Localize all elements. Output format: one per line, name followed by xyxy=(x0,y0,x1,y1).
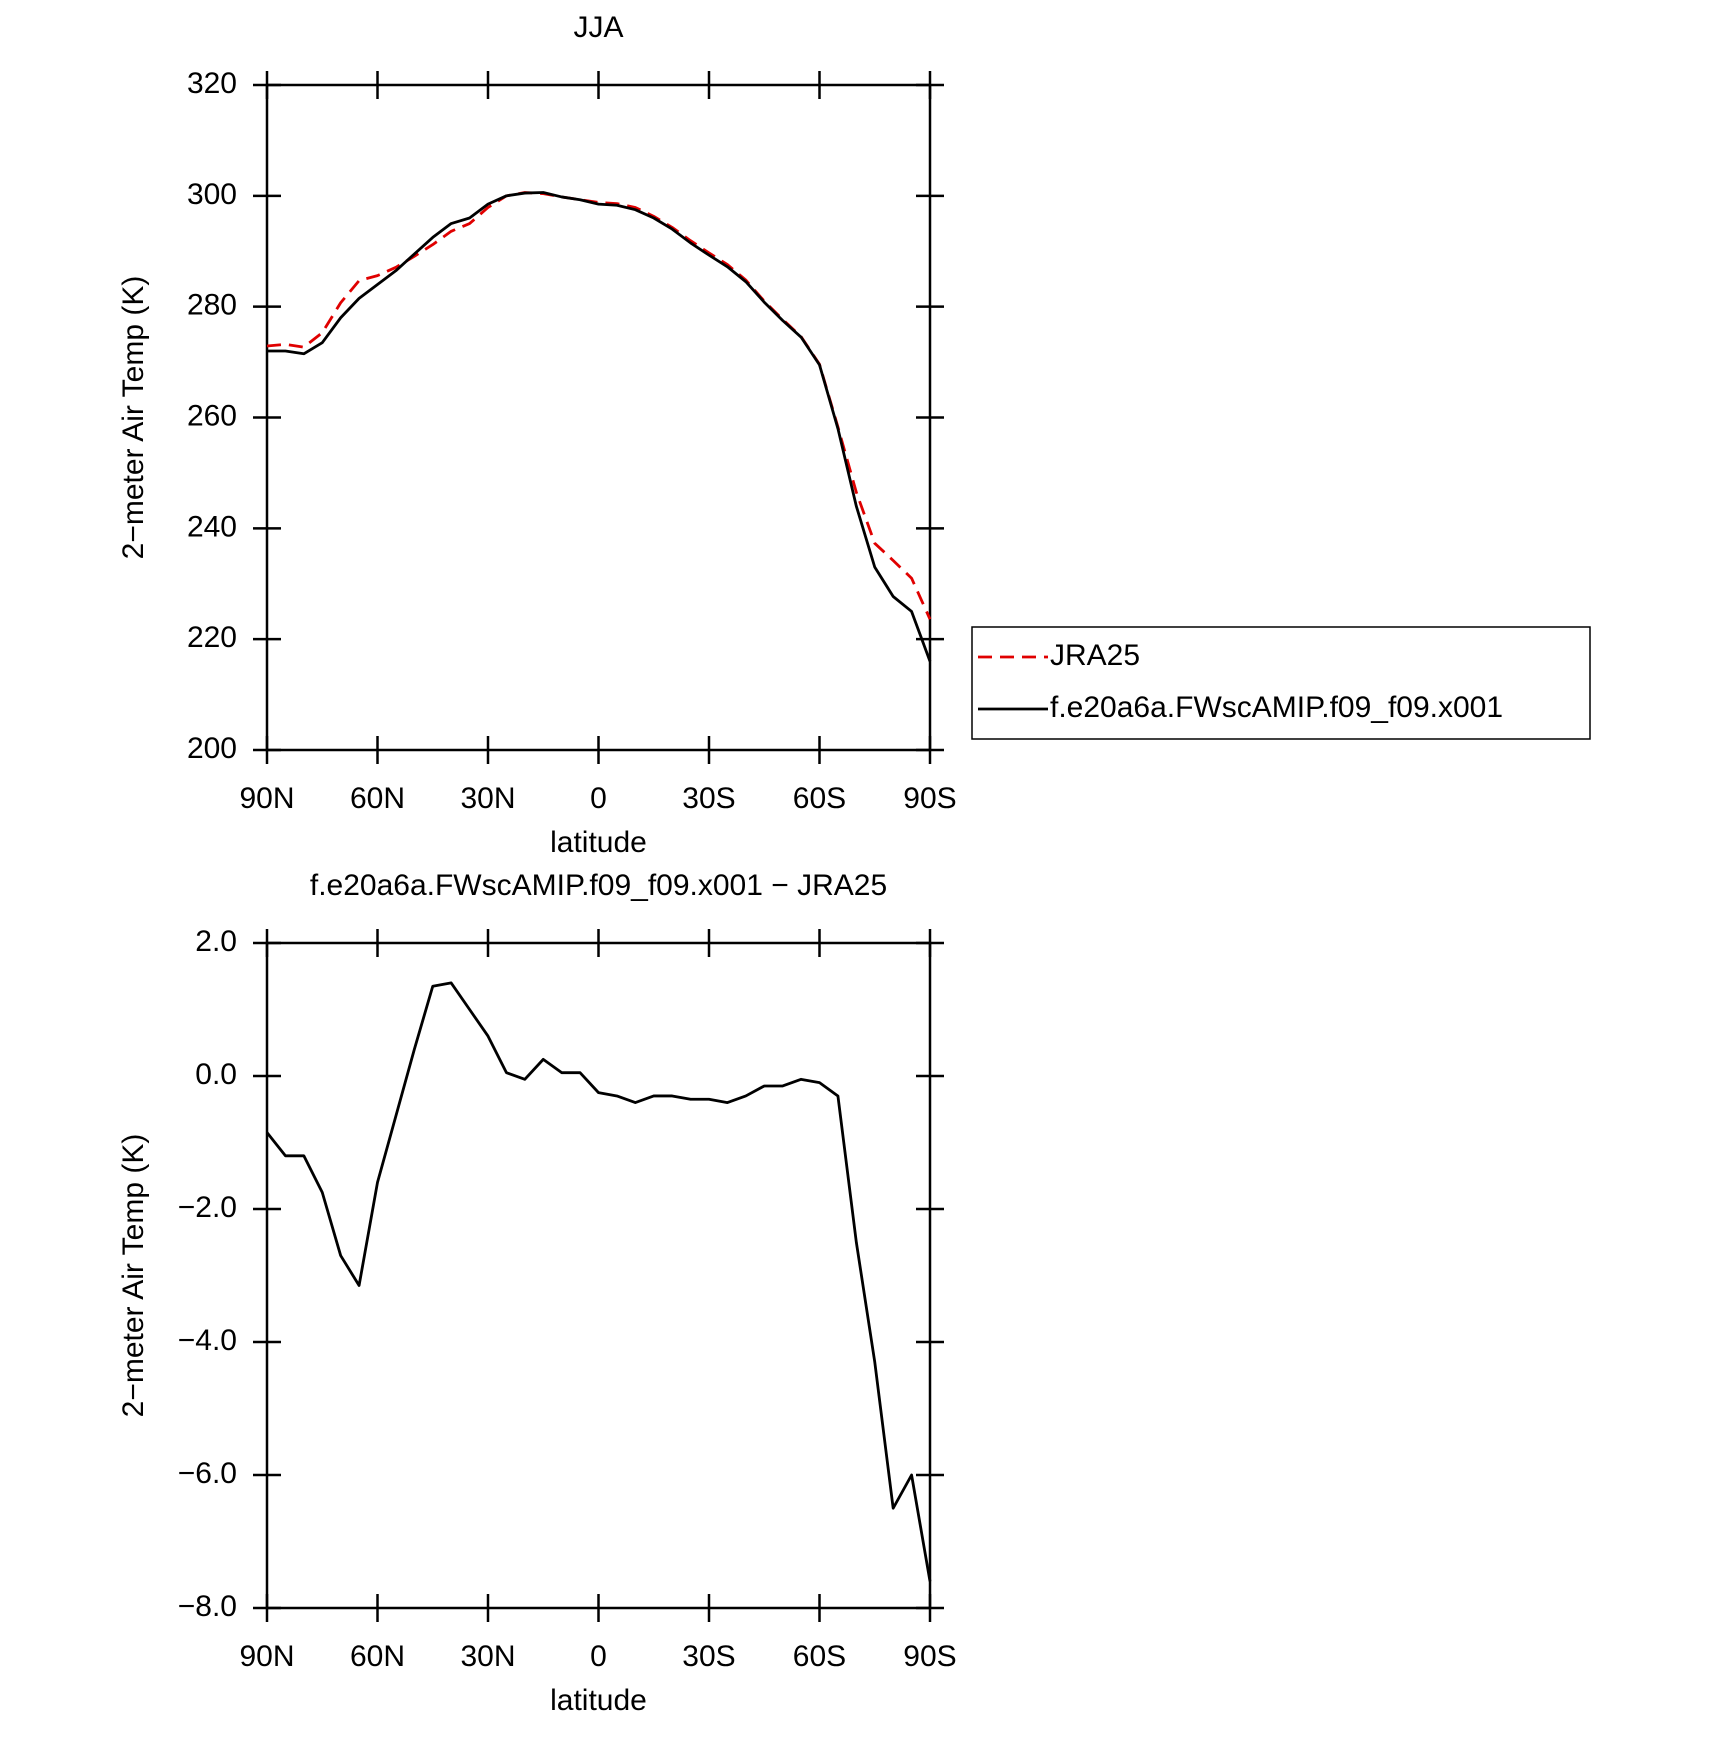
data-line xyxy=(265,981,932,1582)
y-tick-label: −8.0 xyxy=(178,1590,237,1623)
y-tick-label: 200 xyxy=(187,732,237,765)
data-line xyxy=(267,191,932,662)
y-tick-label: 280 xyxy=(187,289,237,322)
y-tick-label: 0.0 xyxy=(195,1058,237,1091)
x-tick-label: 30N xyxy=(460,782,515,815)
y-tick-label: 240 xyxy=(187,510,237,543)
y-tick-label: 260 xyxy=(187,399,237,432)
y-tick-label: 220 xyxy=(187,621,237,654)
x-tick-label: 90N xyxy=(239,782,294,815)
chart-title: JJA xyxy=(573,11,623,44)
y-tick-label: 320 xyxy=(187,67,237,100)
y-tick-label: 300 xyxy=(187,178,237,211)
x-tick-label: 60N xyxy=(350,1640,405,1673)
x-tick-label: 90S xyxy=(903,1640,956,1673)
x-tick-label: 0 xyxy=(590,782,607,815)
x-tick-label: 60S xyxy=(793,782,846,815)
y-tick-label: 2.0 xyxy=(195,925,237,958)
plot-frame xyxy=(265,941,932,1610)
x-tick-label: 30S xyxy=(682,782,735,815)
plot-frame xyxy=(265,83,932,752)
x-tick-label: 0 xyxy=(590,1640,607,1673)
y-axis-label: 2−meter Air Temp (K) xyxy=(117,1134,150,1418)
legend-label: JRA25 xyxy=(1050,639,1140,672)
legend-box xyxy=(971,626,1591,740)
legend-label: f.e20a6a.FWscAMIP.f09_f09.x001 xyxy=(1050,691,1503,724)
y-tick-label: −2.0 xyxy=(178,1191,237,1224)
y-tick-label: −6.0 xyxy=(178,1457,237,1490)
x-tick-label: 30N xyxy=(460,1640,515,1673)
x-axis-label: latitude xyxy=(550,1684,647,1717)
x-axis-label: latitude xyxy=(550,826,647,859)
x-tick-label: 60S xyxy=(793,1640,846,1673)
chart-title: f.e20a6a.FWscAMIP.f09_f09.x001 − JRA25 xyxy=(310,869,887,902)
y-tick-label: −4.0 xyxy=(178,1324,237,1357)
y-axis-label: 2−meter Air Temp (K) xyxy=(117,276,150,560)
x-tick-label: 90S xyxy=(903,782,956,815)
x-tick-label: 30S xyxy=(682,1640,735,1673)
x-tick-label: 60N xyxy=(350,782,405,815)
x-tick-label: 90N xyxy=(239,1640,294,1673)
